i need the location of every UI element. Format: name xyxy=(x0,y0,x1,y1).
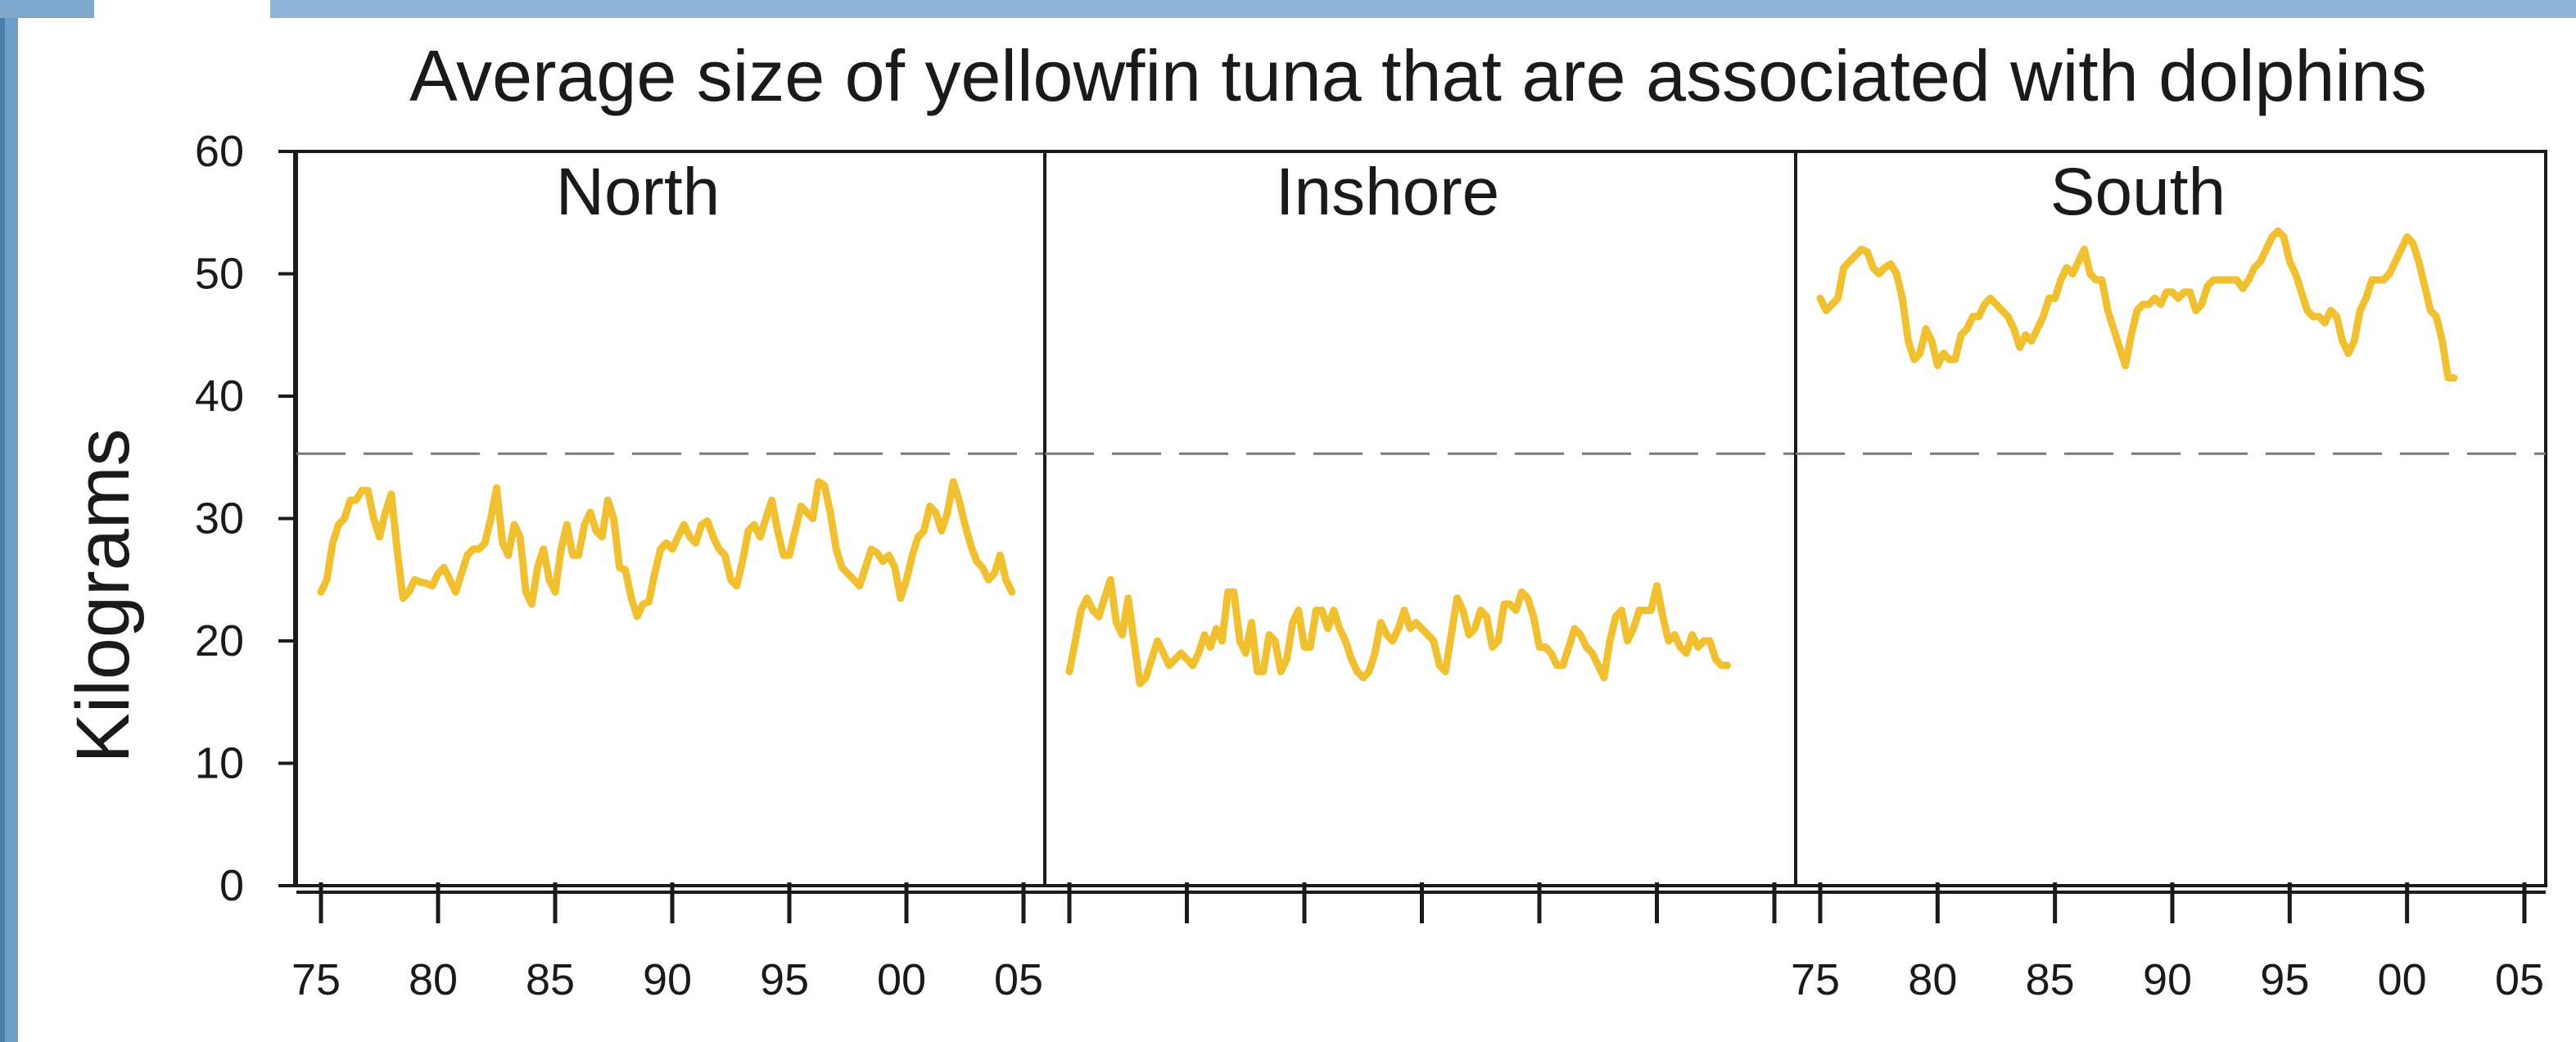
x-tick-label-00: 00 xyxy=(877,955,926,1004)
top-background-strip xyxy=(270,0,2576,18)
chart-title: Average size of yellowfin tuna that are … xyxy=(409,35,2427,116)
x-tick-label-80: 80 xyxy=(409,955,458,1004)
top-left-background-block xyxy=(0,0,94,18)
chart-panels: North 75 80 85 90 95 00 05 Inshore South 75 80 85 90 9… xyxy=(291,150,2547,1004)
x-tick-label-05: 05 xyxy=(994,955,1043,1004)
x-tick-label-80: 80 xyxy=(1908,955,1957,1004)
y-tick-label-0: 0 xyxy=(219,861,244,910)
y-tick-label-10: 10 xyxy=(195,739,244,788)
panel-title: North xyxy=(556,155,721,229)
x-tick-label-75: 75 xyxy=(291,955,341,1004)
panel-frame xyxy=(1043,150,1797,887)
x-tick-label-85: 85 xyxy=(526,955,575,1004)
x-tick-label-90: 90 xyxy=(2143,955,2192,1004)
x-tick-label-95: 95 xyxy=(2260,955,2309,1004)
y-axis-label: Kilograms xyxy=(61,428,145,763)
panel-inshore: Inshore xyxy=(1043,150,1797,923)
panel-north: North 75 80 85 90 95 00 05 xyxy=(291,150,1046,1004)
y-tick-label-30: 30 xyxy=(195,494,244,544)
panel-south: South 75 80 85 90 95 00 05 xyxy=(1791,150,2547,1004)
panel-title: Inshore xyxy=(1276,155,1500,229)
x-tick-label-00: 00 xyxy=(2378,955,2427,1004)
series-line-inshore xyxy=(1065,575,1732,688)
x-tick-label-05: 05 xyxy=(2495,955,2544,1004)
panel-frame xyxy=(1794,150,2547,887)
y-axis: 0 10 20 30 40 50 60 xyxy=(195,127,296,910)
series-line-south xyxy=(1816,227,2458,382)
y-tick-label-50: 50 xyxy=(195,250,244,299)
series-line-north xyxy=(317,478,1016,620)
panel-title: South xyxy=(2050,155,2226,229)
y-tick-label-20: 20 xyxy=(195,616,244,665)
x-tick-label-85: 85 xyxy=(2026,955,2075,1004)
x-tick-label-95: 95 xyxy=(760,955,809,1004)
left-background-strip-shade xyxy=(0,0,5,1042)
y-tick-label-40: 40 xyxy=(195,372,244,421)
x-tick-label-90: 90 xyxy=(643,955,692,1004)
x-tick-label-75: 75 xyxy=(1791,955,1840,1004)
y-tick-label-60: 60 xyxy=(195,127,244,176)
panel-frame xyxy=(295,150,1046,887)
